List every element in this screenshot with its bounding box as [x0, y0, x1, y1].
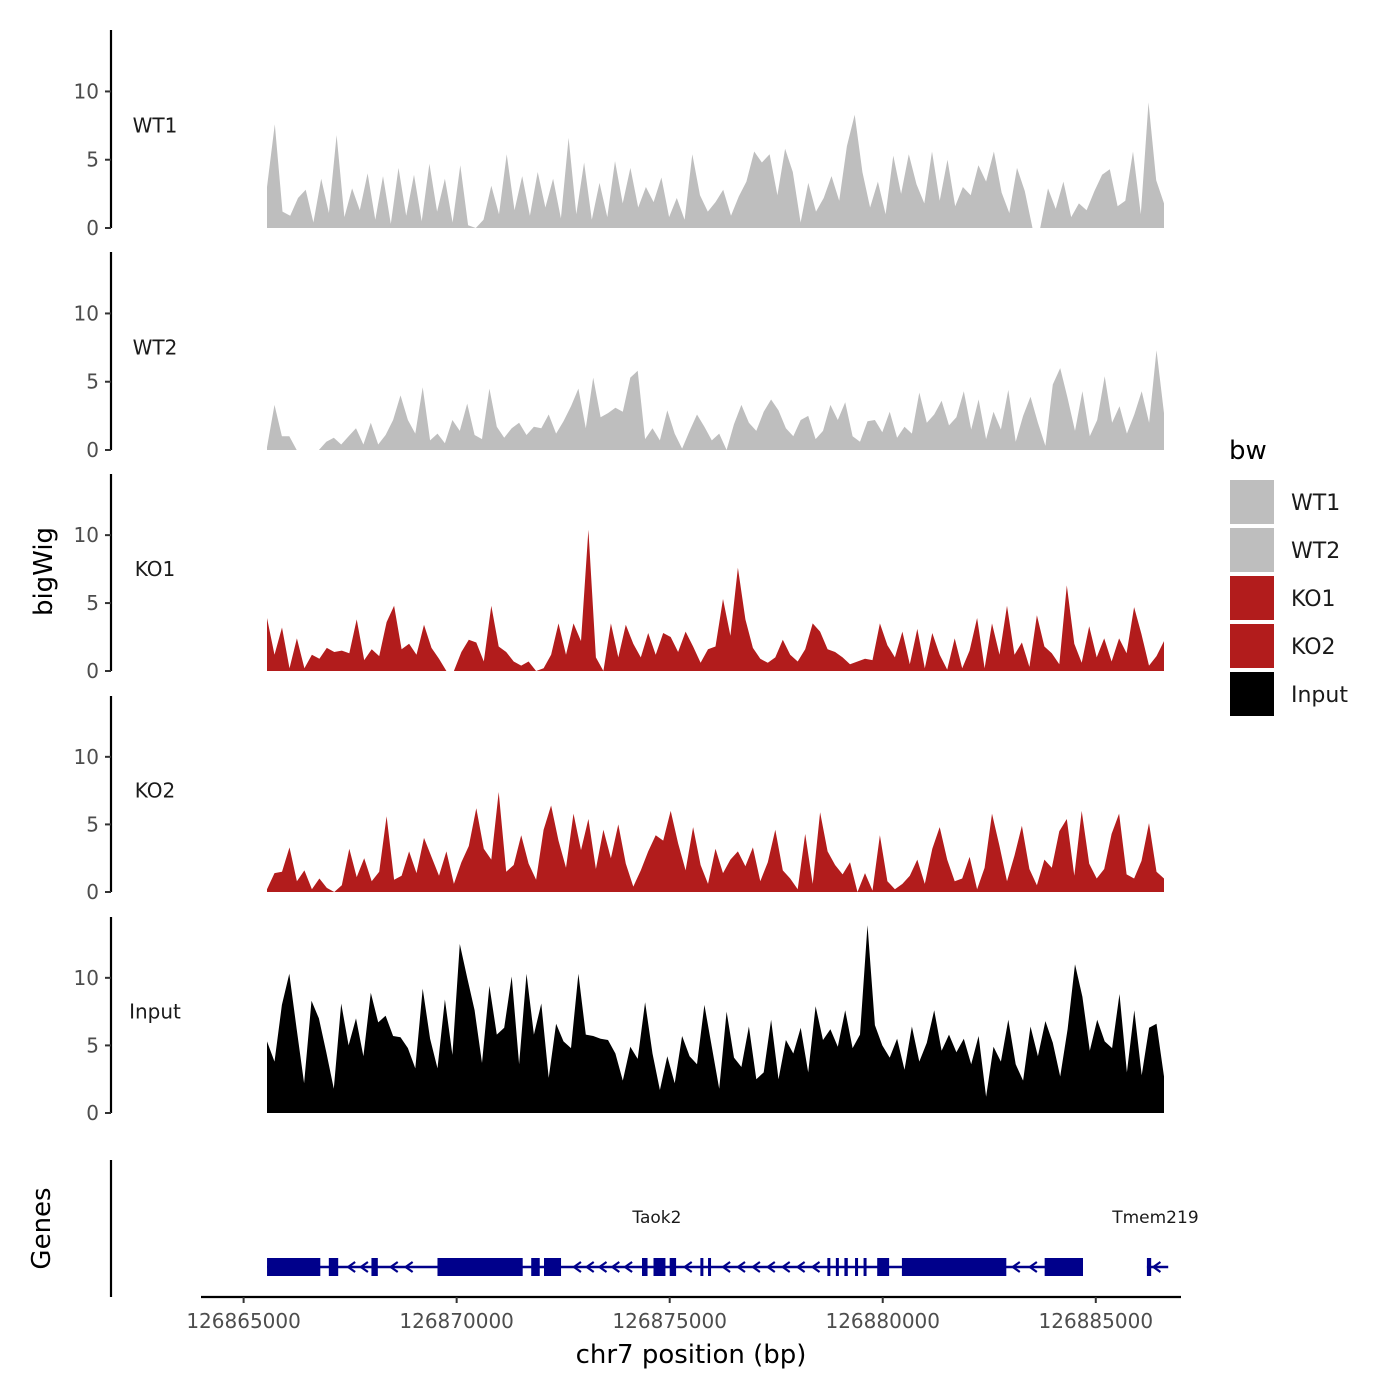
- gene-exon-taok2: [642, 1258, 648, 1276]
- strand-arrow-icon: [610, 1261, 620, 1273]
- strand-arrow-icon: [584, 1261, 595, 1273]
- gene-exon-taok2: [901, 1258, 1007, 1276]
- track-label-ko1: KO1: [135, 557, 176, 581]
- gene-label-taok2: Taok2: [631, 1208, 681, 1228]
- y-tick-label: 10: [74, 523, 99, 547]
- legend-swatch-ko1: [1230, 576, 1274, 620]
- strand-arrow-icon: [623, 1261, 633, 1273]
- legend-label-ko1: KO1: [1291, 587, 1336, 612]
- legend-label-wt2: WT2: [1291, 539, 1340, 564]
- x-tick-label: 126885000: [1039, 1309, 1154, 1333]
- track-area-ko1: [267, 529, 1164, 671]
- track-label-ko2: KO2: [135, 778, 176, 802]
- gene-exon-taok2: [708, 1258, 712, 1276]
- y-tick-label: 10: [74, 966, 99, 990]
- y-tick-label: 0: [86, 438, 99, 462]
- gene-exon-taok2: [877, 1258, 890, 1276]
- legend-label-wt1: WT1: [1291, 491, 1340, 516]
- gene-exon-taok2: [544, 1258, 562, 1276]
- y-tick-label: 5: [86, 591, 99, 615]
- gene-exon-taok2: [700, 1258, 704, 1276]
- y-tick-label: 5: [86, 148, 99, 172]
- legend-label-input: Input: [1291, 683, 1348, 708]
- gene-exon-taok2: [1044, 1258, 1083, 1276]
- gene-track-title: Genes: [27, 1187, 57, 1269]
- x-tick-label: 126870000: [399, 1309, 514, 1333]
- gene-exon-taok2: [531, 1258, 540, 1276]
- y-tick-label: 0: [86, 216, 99, 240]
- strand-arrow-icon: [682, 1261, 693, 1273]
- strand-arrow-icon: [736, 1261, 746, 1273]
- y-tick-label: 0: [86, 659, 99, 683]
- gene-exon-taok2: [328, 1258, 339, 1276]
- legend-title: bw: [1229, 436, 1267, 466]
- strand-arrow-icon: [1010, 1261, 1021, 1273]
- x-tick-label: 126865000: [186, 1309, 301, 1333]
- y-tick-label: 5: [86, 1033, 99, 1057]
- track-area-wt1: [267, 102, 1164, 228]
- strand-arrow-icon: [403, 1261, 414, 1273]
- strand-arrow-icon: [359, 1261, 369, 1273]
- y-axis-title: bigWig: [29, 527, 59, 616]
- track-area-input: [267, 925, 1164, 1113]
- gene-exon-taok2: [835, 1258, 839, 1276]
- legend-swatch-ko2: [1230, 624, 1274, 668]
- y-tick-label: 0: [86, 880, 99, 904]
- strand-arrow-icon: [346, 1261, 356, 1273]
- track-area-wt2: [267, 350, 1164, 450]
- gene-exon-taok2: [844, 1258, 848, 1276]
- gene-exon-taok2: [669, 1258, 677, 1276]
- y-tick-label: 10: [74, 79, 99, 103]
- strand-arrow-icon: [751, 1261, 761, 1273]
- gene-exon-taok2: [827, 1258, 831, 1276]
- gene-label-tmem219: Tmem219: [1111, 1208, 1198, 1228]
- strand-arrow-icon: [721, 1261, 731, 1273]
- track-label-wt1: WT1: [133, 113, 178, 137]
- gene-exon-taok2: [855, 1258, 859, 1276]
- gene-exon-taok2: [437, 1258, 523, 1276]
- track-label-wt2: WT2: [133, 335, 178, 359]
- gene-exon-tmem219: [1146, 1258, 1152, 1276]
- legend-swatch-wt1: [1230, 480, 1274, 524]
- strand-arrow-icon: [795, 1261, 806, 1273]
- track-label-input: Input: [129, 999, 181, 1023]
- y-tick-label: 0: [86, 1101, 99, 1125]
- strand-arrow-icon: [572, 1261, 582, 1273]
- x-tick-label: 126875000: [612, 1309, 727, 1333]
- track-area-ko2: [267, 792, 1164, 892]
- legend-label-ko2: KO2: [1291, 635, 1336, 660]
- y-tick-label: 10: [74, 301, 99, 325]
- strand-arrow-icon: [388, 1261, 399, 1273]
- y-tick-label: 5: [86, 370, 99, 394]
- legend-swatch-wt2: [1230, 528, 1274, 572]
- x-tick-label: 126880000: [825, 1309, 940, 1333]
- gene-exon-taok2: [267, 1258, 321, 1276]
- strand-arrow-icon: [1027, 1261, 1038, 1273]
- strand-arrow-icon: [780, 1261, 791, 1273]
- y-tick-label: 10: [74, 745, 99, 769]
- strand-arrow-icon: [765, 1261, 776, 1273]
- gene-exon-taok2: [863, 1258, 867, 1276]
- strand-arrow-icon: [810, 1261, 821, 1273]
- gene-exon-taok2: [653, 1258, 666, 1276]
- gene-exon-taok2: [371, 1258, 378, 1276]
- strand-arrow-icon: [1151, 1261, 1162, 1273]
- y-tick-label: 5: [86, 812, 99, 836]
- x-axis-title: chr7 position (bp): [576, 1340, 807, 1370]
- strand-arrow-icon: [597, 1261, 608, 1273]
- legend-swatch-input: [1230, 672, 1274, 716]
